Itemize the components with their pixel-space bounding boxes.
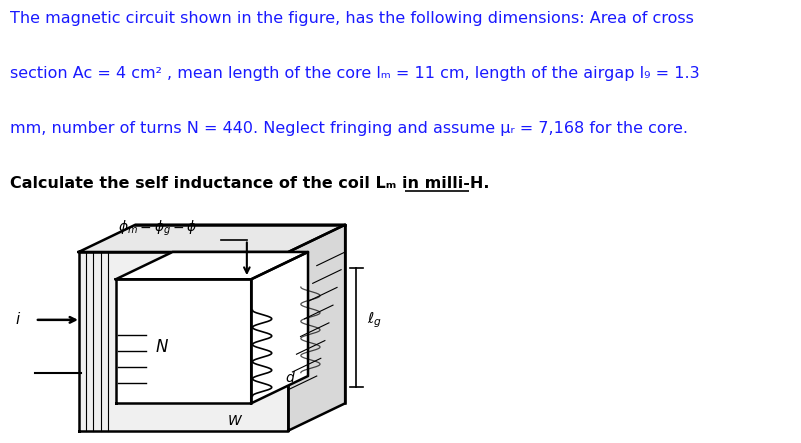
- Polygon shape: [252, 252, 308, 403]
- Polygon shape: [288, 225, 345, 431]
- Text: $\phi_m = \phi_g = \phi$: $\phi_m = \phi_g = \phi$: [118, 219, 198, 238]
- Text: section Ac = 4 cm² , mean length of the core lₘ = 11 cm, length of the airgap l₉: section Ac = 4 cm² , mean length of the …: [10, 66, 699, 81]
- Polygon shape: [78, 252, 288, 431]
- Polygon shape: [116, 252, 308, 279]
- Polygon shape: [116, 279, 252, 403]
- Polygon shape: [78, 225, 345, 252]
- Text: N: N: [155, 338, 167, 357]
- Text: $i$: $i$: [15, 311, 22, 326]
- Text: mm, number of turns N = 440. Neglect fringing and assume μᵣ = 7,168 for the core: mm, number of turns N = 440. Neglect fri…: [10, 121, 687, 136]
- Text: d: d: [285, 372, 294, 385]
- Text: W: W: [227, 415, 241, 428]
- Text: $\ell_g$: $\ell_g$: [367, 311, 382, 330]
- Text: The magnetic circuit shown in the figure, has the following dimensions: Area of : The magnetic circuit shown in the figure…: [10, 11, 694, 26]
- Text: Calculate the self inductance of the coil Lₘ in milli-H.: Calculate the self inductance of the coi…: [10, 176, 489, 191]
